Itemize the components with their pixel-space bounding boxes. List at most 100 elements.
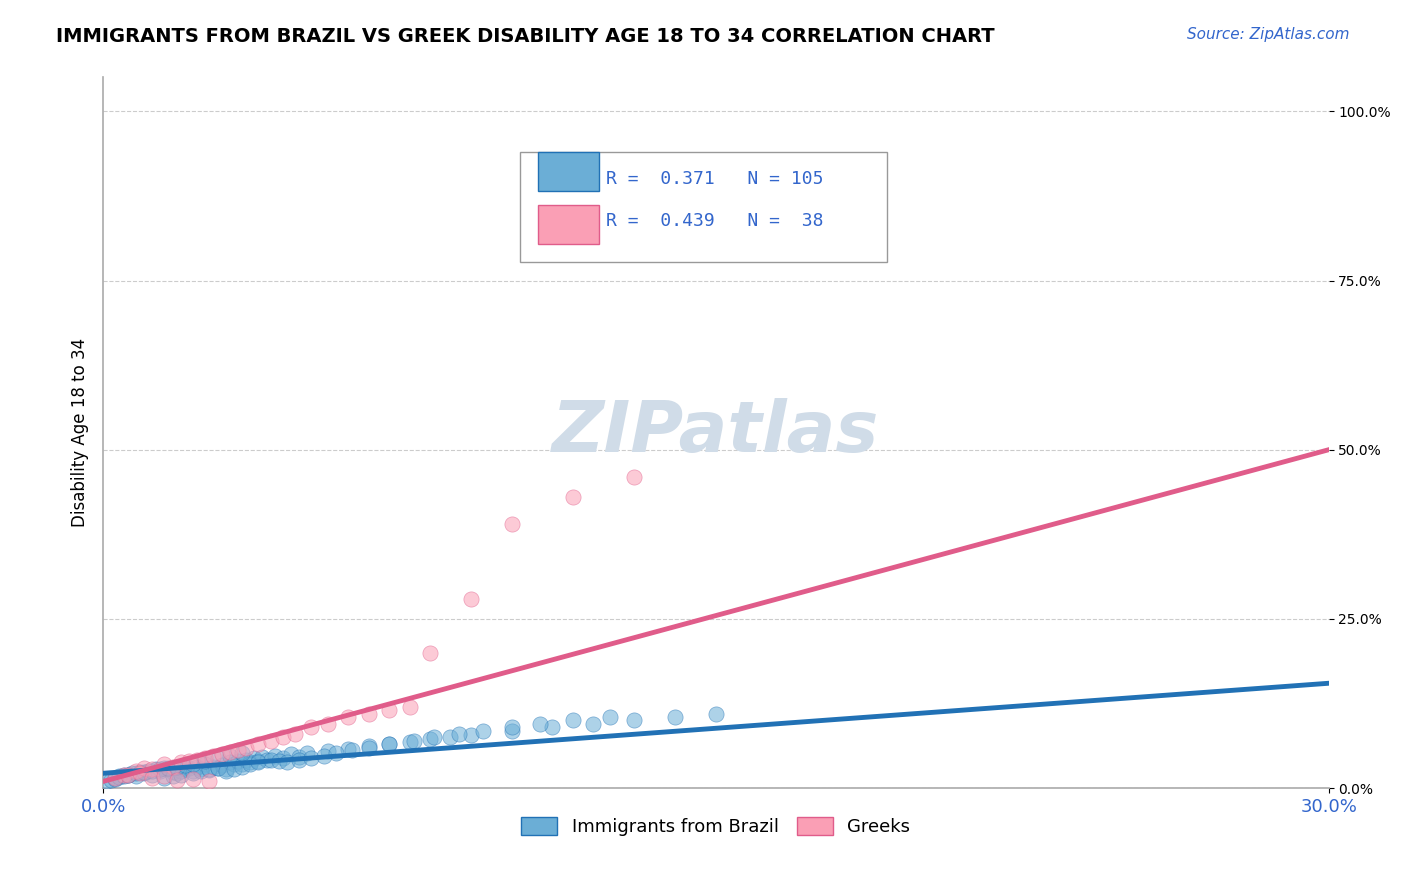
Point [423,731,446,745]
Text: ZIPatlas: ZIPatlas [553,399,880,467]
Point [117,767,139,781]
FancyBboxPatch shape [538,205,599,244]
Point [623,714,645,728]
Point [145,762,167,776]
Point [239,756,262,770]
Point [243,751,266,765]
Point [218,745,240,759]
Point [247,754,270,768]
Text: IMMIGRANTS FROM BRAZIL VS GREEK DISABILITY AGE 18 TO 34 CORRELATION CHART: IMMIGRANTS FROM BRAZIL VS GREEK DISABILI… [56,27,995,45]
Point [162,759,184,773]
Point [153,771,176,785]
Point [342,743,364,757]
Point [267,754,290,768]
Point [460,591,482,606]
Point [162,764,184,779]
Point [419,732,441,747]
Point [357,739,380,754]
Point [149,764,172,779]
Point [623,470,645,484]
FancyBboxPatch shape [538,152,599,191]
Point [252,750,274,764]
Point [194,754,217,768]
Point [501,723,523,738]
Point [325,746,347,760]
Point [149,762,172,776]
Point [284,727,307,741]
Point [398,700,420,714]
Point [256,753,278,767]
Point [419,646,441,660]
Point [312,748,335,763]
Point [259,753,281,767]
Point [157,761,180,775]
Point [280,747,302,762]
Point [276,756,298,770]
Point [222,757,245,772]
Point [162,769,184,783]
Point [226,754,249,768]
Point [207,761,229,775]
Point [263,748,285,763]
FancyBboxPatch shape [520,152,887,262]
Point [599,710,621,724]
Point [218,756,240,770]
Point [128,766,150,780]
Point [472,723,495,738]
Point [153,757,176,772]
Point [357,740,380,755]
Point [96,774,118,789]
Point [136,764,159,778]
Point [198,763,221,777]
Point [166,766,188,780]
Point [211,747,233,762]
Point [194,750,217,764]
Point [202,748,225,763]
Point [100,773,122,788]
Point [337,710,360,724]
Point [181,772,204,786]
Point [190,764,212,779]
Point [215,764,238,779]
Point [112,769,135,783]
Point [582,717,605,731]
Point [402,733,425,747]
Point [207,761,229,775]
Y-axis label: Disability Age 18 to 34: Disability Age 18 to 34 [72,338,89,527]
Point [132,766,155,780]
Point [141,771,163,785]
Point [378,703,401,717]
Legend: Immigrants from Brazil, Greeks: Immigrants from Brazil, Greeks [515,809,918,843]
Point [198,774,221,789]
Point [211,758,233,772]
Point [170,756,193,770]
Point [112,767,135,781]
Point [141,768,163,782]
Point [157,762,180,776]
Point [166,773,188,788]
Point [222,762,245,776]
Point [153,769,176,783]
Point [121,766,143,780]
Point [541,720,564,734]
Point [132,761,155,775]
Point [173,758,195,772]
Point [378,737,401,751]
Text: Source: ZipAtlas.com: Source: ZipAtlas.com [1187,27,1350,42]
Point [190,762,212,776]
Point [166,759,188,773]
Point [561,714,583,728]
Point [460,728,482,742]
Point [117,767,139,781]
Point [218,748,240,763]
Point [181,764,204,779]
Text: R =  0.439   N =  38: R = 0.439 N = 38 [606,212,823,230]
Point [194,757,217,772]
Point [226,743,249,757]
Point [170,767,193,781]
Point [231,746,253,760]
Point [301,750,323,764]
Point [271,731,294,745]
Point [202,759,225,773]
Point [259,733,281,747]
